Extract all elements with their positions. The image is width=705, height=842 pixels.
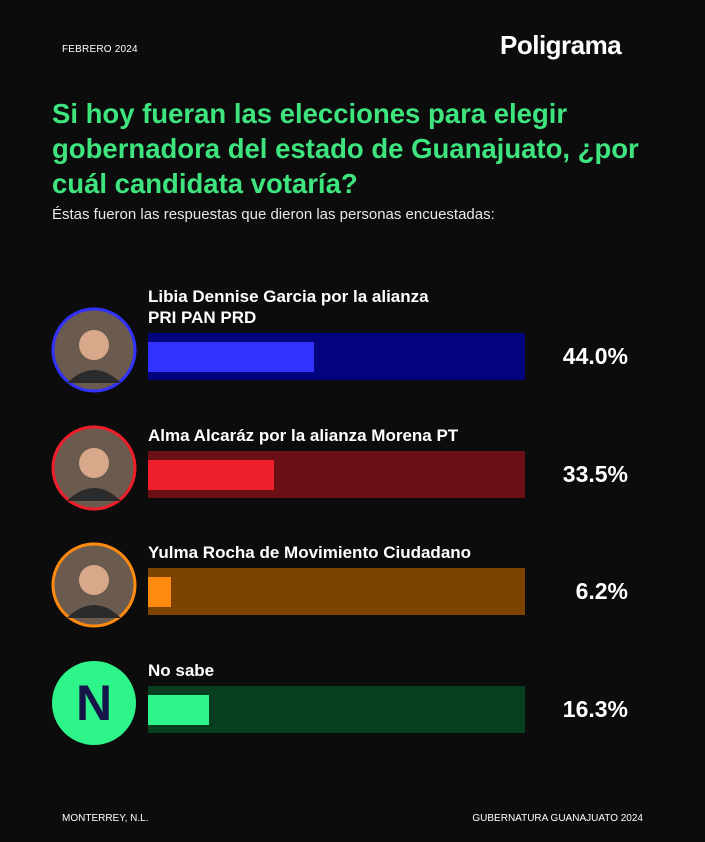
avatar (51, 542, 137, 628)
avatar-head (79, 565, 109, 595)
category-label: Yulma Rocha de Movimiento Ciudadano (148, 543, 472, 562)
bar-track (148, 568, 525, 615)
chart-title: Si hoy fueran las elecciones para elegir… (52, 98, 639, 199)
bar (148, 577, 172, 607)
avatar-head (79, 330, 109, 360)
category-label: Alma Alcaráz por la alianza Morena PT (148, 426, 459, 445)
date: FEBRERO 2024 (62, 44, 138, 55)
avatar-shoulders (67, 370, 121, 383)
avatar: N (52, 661, 136, 745)
category-label: No sabe (148, 661, 215, 680)
chart-subtitle: Éstas fueron las respuestas que dieron l… (52, 206, 495, 223)
category-label: Libia Dennise Garcia por la alianza PRI … (148, 287, 429, 327)
avatar-shoulders (67, 488, 121, 501)
bar (148, 460, 275, 490)
value-label: 6.2% (575, 578, 628, 604)
avatar-letter: N (76, 675, 112, 731)
bar (148, 695, 210, 725)
avatar (51, 307, 137, 393)
avatar-circle (52, 661, 136, 745)
value-label: 44.0% (562, 343, 628, 369)
footer-right: GUBERNATURA GUANAJUATO 2024 (472, 813, 643, 824)
bar (148, 342, 314, 372)
avatar-head (79, 448, 109, 478)
brand-logo: Poligrama (500, 30, 622, 60)
value-label: 16.3% (562, 696, 628, 722)
avatar-shoulders (67, 605, 121, 618)
value-label: 33.5% (562, 461, 628, 487)
bar-track (148, 686, 525, 733)
footer-left: MONTERREY, N.L. (62, 813, 149, 824)
avatar (51, 425, 137, 511)
